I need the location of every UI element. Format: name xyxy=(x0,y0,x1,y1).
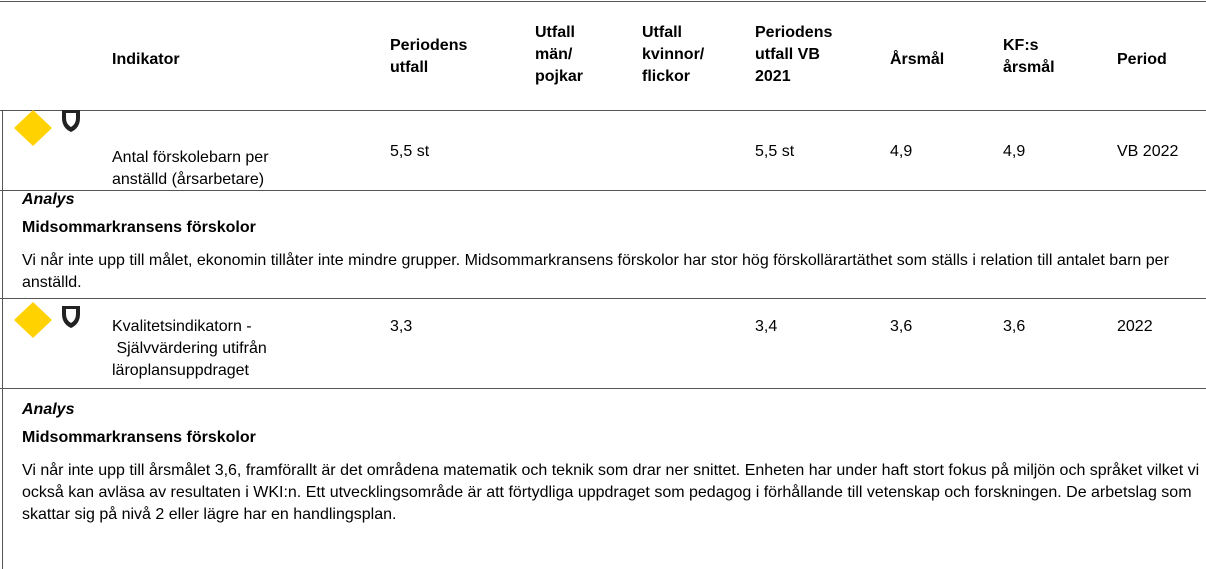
cell: 3,6 xyxy=(890,318,913,335)
rule xyxy=(2,110,3,569)
analysis-heading: Midsommarkransens förskolor xyxy=(22,219,256,236)
column-header: Årsmål xyxy=(890,51,945,68)
indicator: Antal förskolebarn per anställd (årsarbe… xyxy=(112,149,269,188)
rule xyxy=(0,298,1206,299)
cell: 4,9 xyxy=(1003,143,1026,160)
analysis-label: Analys xyxy=(22,191,75,208)
column-header: Utfall män/ pojkar xyxy=(535,24,584,85)
rule xyxy=(0,388,1206,389)
analysis-heading: Midsommarkransens förskolor xyxy=(22,429,256,446)
cell: 2022 xyxy=(1117,318,1153,335)
rule xyxy=(0,110,1206,111)
cell: 4,9 xyxy=(890,143,913,160)
analysis-text: Vi når inte upp till målet, ekonomin til… xyxy=(22,252,1169,291)
cell: VB 2022 xyxy=(1117,143,1179,160)
cell: 3,3 xyxy=(390,318,413,335)
cell: 3,4 xyxy=(755,318,778,335)
column-header: Period xyxy=(1117,51,1167,68)
analysis-label: Analys xyxy=(22,401,75,418)
column-header: Indikator xyxy=(112,51,180,68)
column-header: Periodens utfall xyxy=(390,37,468,76)
status-icons xyxy=(14,110,80,338)
cell: 5,5 st xyxy=(755,143,795,160)
column-header: Utfall kvinnor/ flickor xyxy=(642,24,705,85)
rule xyxy=(0,1,1206,2)
indicator: Kvalitetsindikatorn - Självvärdering uti… xyxy=(112,318,267,379)
analysis-text: Vi når inte upp till årsmålet 3,6, framf… xyxy=(22,462,1200,523)
rule xyxy=(0,190,1206,191)
column-header: KF:s årsmål xyxy=(1003,37,1055,76)
column-header: Periodens utfall VB 2021 xyxy=(755,24,833,85)
cell: 3,6 xyxy=(1003,318,1026,335)
cell: 5,5 st xyxy=(390,143,430,160)
